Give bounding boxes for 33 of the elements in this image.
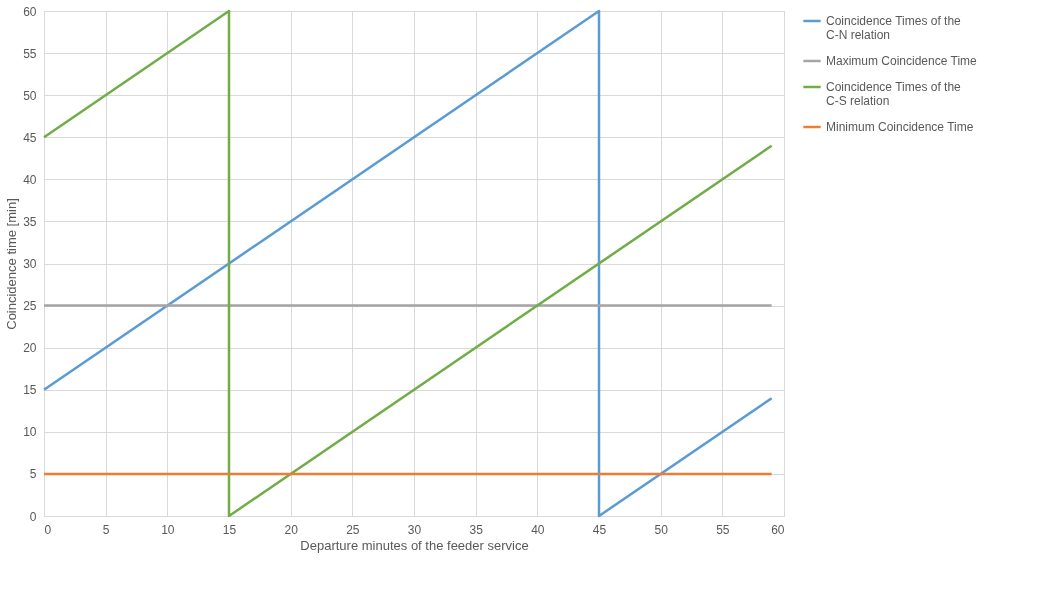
legend-label: Minimum Coincidence Time	[826, 120, 974, 134]
x-tick-label: 35	[469, 522, 484, 537]
y-tick-label: 45	[23, 130, 37, 145]
y-axis-title: Coincidence time [min]	[4, 198, 20, 330]
y-tick-label: 50	[23, 88, 37, 103]
y-tick-label: 20	[23, 341, 37, 356]
y-tick-label: 15	[23, 383, 37, 398]
x-tick-label: 30	[407, 522, 422, 537]
y-tick-label: 10	[23, 425, 37, 440]
line-series	[42, 9, 773, 518]
y-tick-label: 40	[23, 172, 37, 187]
x-tick-label: 20	[284, 522, 299, 537]
x-tick-label: 25	[346, 522, 360, 537]
x-tick-label: 60	[771, 522, 785, 537]
y-tick-label: 55	[23, 46, 37, 61]
x-tick-label: 0	[44, 522, 52, 537]
x-tick-label: 50	[654, 522, 669, 537]
legend-label: Maximum Coincidence Time	[826, 54, 978, 68]
legend-label: Coincidence Times of the C-N relation	[826, 14, 962, 42]
y-tick-label: 0	[29, 509, 37, 524]
y-tick-label: 25	[23, 299, 37, 314]
x-tick-label: 55	[716, 522, 730, 537]
y-tick-label: 30	[23, 257, 37, 271]
x-tick-label: 15	[222, 522, 237, 537]
legend-label: Coincidence Times of the C-S relation	[826, 80, 962, 108]
y-tick-label: 35	[23, 214, 37, 229]
x-tick-label: 10	[161, 522, 175, 537]
x-tick-label: 45	[592, 522, 607, 537]
y-tick-label: 5	[29, 467, 37, 482]
x-axis-title: Departure minutes of the feeder service	[300, 537, 529, 553]
y-tick-label: 60	[23, 4, 37, 19]
x-tick-label: 5	[102, 522, 110, 537]
x-tick-label: 40	[531, 522, 545, 537]
